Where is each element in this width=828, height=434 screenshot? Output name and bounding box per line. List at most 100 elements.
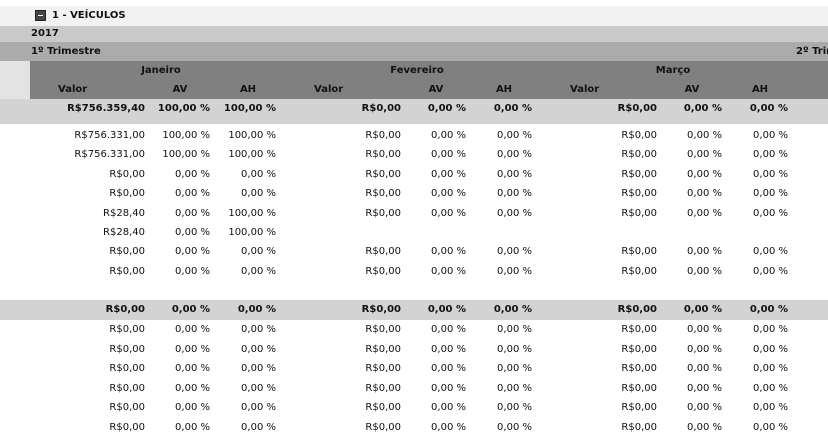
- cell: 100,00 %: [228, 130, 276, 141]
- year: 2017: [31, 28, 59, 39]
- cell: 0,00 %: [175, 363, 210, 374]
- total-cell: R$756.359,40: [67, 103, 145, 114]
- cell: 0,00 %: [175, 402, 210, 413]
- column-label: AH: [751, 84, 769, 95]
- cell: 100,00 %: [228, 227, 276, 238]
- cell: R$0,00: [621, 382, 657, 394]
- month-label: Fevereiro: [390, 65, 444, 76]
- group-row: [0, 6, 828, 26]
- cell: 0,00 %: [753, 363, 788, 374]
- left-strip: [0, 61, 30, 99]
- total-band: [0, 99, 828, 124]
- cell: R$0,00: [621, 421, 657, 433]
- cell: R$0,00: [621, 343, 657, 355]
- cell: 0,00 %: [431, 421, 466, 433]
- cell: 0,00 %: [687, 246, 722, 258]
- cell: 0,00 %: [175, 168, 210, 180]
- cell: 0,00 %: [497, 207, 532, 219]
- cell: 0,00 %: [687, 402, 722, 413]
- cell: 0,00 %: [431, 246, 466, 258]
- total-cell: R$0,00: [617, 103, 657, 114]
- total-band: [0, 300, 828, 320]
- column-label: Valor: [58, 84, 88, 95]
- cell: R$0,00: [109, 188, 145, 200]
- total-cell: 0,00 %: [493, 304, 532, 315]
- cell: R$28,40: [103, 227, 145, 238]
- cell: 0,00 %: [431, 188, 466, 200]
- cell: 0,00 %: [175, 324, 210, 335]
- cell: R$0,00: [621, 324, 657, 335]
- cell: 0,00 %: [687, 207, 722, 219]
- cell: R$0,00: [365, 188, 401, 200]
- cell: R$0,00: [365, 246, 401, 258]
- quarter: 2º Trimestre: [796, 46, 828, 57]
- cell: 0,00 %: [431, 207, 466, 219]
- cell: R$0,00: [109, 246, 145, 258]
- cell: 0,00 %: [241, 343, 276, 355]
- column-label: Valor: [570, 84, 600, 95]
- cell: R$0,00: [621, 149, 657, 161]
- cell: 0,00 %: [431, 402, 466, 413]
- total-cell: 0,00 %: [749, 304, 788, 315]
- cell: R$0,00: [621, 207, 657, 219]
- cell: 0,00 %: [687, 168, 722, 180]
- cell: R$0,00: [109, 421, 145, 433]
- cell: 0,00 %: [497, 402, 532, 413]
- cell: R$0,00: [365, 168, 401, 180]
- cell: R$0,00: [109, 382, 145, 394]
- total-cell: 0,00 %: [683, 103, 722, 114]
- cell: 0,00 %: [175, 188, 210, 200]
- cell: 0,00 %: [175, 421, 210, 433]
- cell: 0,00 %: [431, 265, 466, 277]
- cell: R$0,00: [621, 246, 657, 258]
- cell: 0,00 %: [753, 246, 788, 258]
- total-cell: R$0,00: [361, 304, 401, 315]
- cell: R$0,00: [365, 402, 401, 413]
- column-label: AH: [239, 84, 257, 95]
- cell: 0,00 %: [687, 382, 722, 394]
- cell: 0,00 %: [687, 149, 722, 161]
- cell: 100,00 %: [162, 130, 210, 141]
- cell: R$0,00: [109, 265, 145, 277]
- cell: 0,00 %: [753, 343, 788, 355]
- cell: 0,00 %: [175, 207, 210, 219]
- cell: R$0,00: [109, 363, 145, 374]
- cell: 0,00 %: [241, 402, 276, 413]
- cell: 0,00 %: [431, 363, 466, 374]
- cell: 0,00 %: [753, 168, 788, 180]
- total-cell: 0,00 %: [683, 304, 722, 315]
- cell: R$0,00: [621, 188, 657, 200]
- cell: R$0,00: [365, 149, 401, 161]
- cell: 0,00 %: [687, 421, 722, 433]
- cell: R$756.331,00: [74, 149, 145, 161]
- year-row: [0, 26, 828, 42]
- cell: 0,00 %: [497, 324, 532, 335]
- cell: R$0,00: [621, 168, 657, 180]
- cell: 0,00 %: [241, 382, 276, 394]
- cell: 0,00 %: [753, 188, 788, 200]
- cell: 100,00 %: [228, 149, 276, 161]
- cell: R$0,00: [621, 265, 657, 277]
- cell: 0,00 %: [753, 402, 788, 413]
- cell: 0,00 %: [497, 246, 532, 258]
- month-label: Março: [655, 65, 691, 76]
- cell: R$0,00: [365, 382, 401, 394]
- column-label: AV: [684, 84, 700, 95]
- month-label: Janeiro: [141, 65, 181, 76]
- cell: 0,00 %: [753, 421, 788, 433]
- total-cell: R$0,00: [361, 103, 401, 114]
- total-cell: R$0,00: [105, 304, 145, 315]
- cell: R$0,00: [621, 363, 657, 374]
- cell: 0,00 %: [687, 188, 722, 200]
- cell: R$0,00: [109, 324, 145, 335]
- total-cell: 0,00 %: [749, 103, 788, 114]
- cell: 0,00 %: [431, 168, 466, 180]
- cell: 0,00 %: [175, 227, 210, 238]
- cell: 0,00 %: [241, 168, 276, 180]
- total-cell: R$0,00: [617, 304, 657, 315]
- cell: 0,00 %: [241, 265, 276, 277]
- cell: 0,00 %: [431, 343, 466, 355]
- collapse-button[interactable]: [35, 10, 46, 21]
- cell: 0,00 %: [497, 130, 532, 141]
- cell: 0,00 %: [497, 382, 532, 394]
